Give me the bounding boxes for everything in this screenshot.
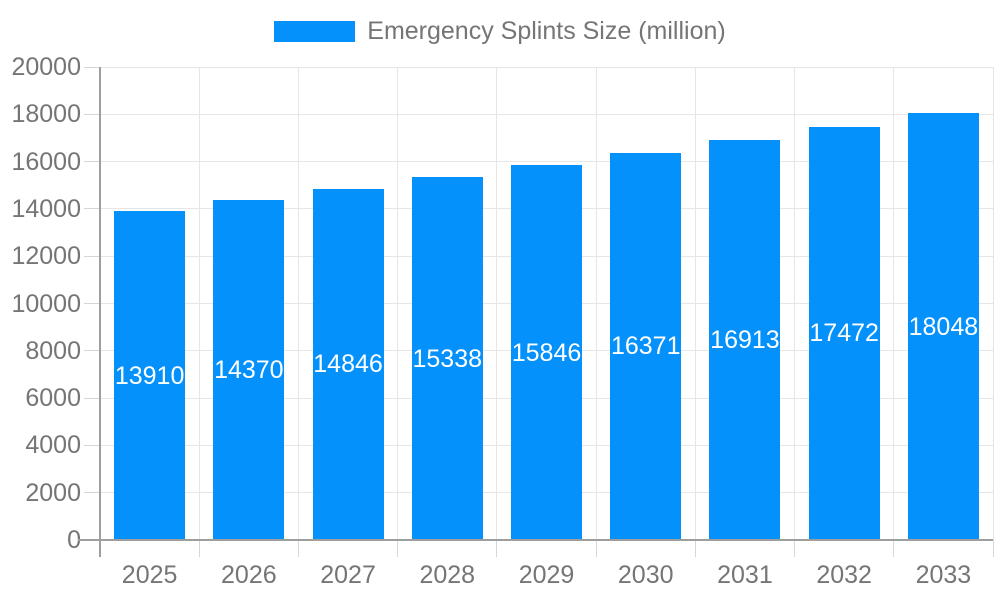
y-axis-tick: [84, 303, 100, 304]
bar[interactable]: [114, 211, 186, 540]
x-axis-tick-label: 2033: [915, 561, 972, 589]
x-grid-line: [992, 67, 994, 540]
bar-value-label: 15846: [511, 338, 582, 367]
y-axis-tick: [84, 444, 100, 446]
bar-value-label: 17472: [809, 319, 879, 348]
x-axis-tick: [496, 540, 498, 557]
bar[interactable]: [709, 140, 781, 540]
bar-value-label: 13910: [114, 361, 185, 390]
y-axis-tick: [84, 255, 100, 257]
x-axis-tick: [297, 540, 299, 557]
x-grid-line: [794, 67, 796, 540]
bar-value-label: 15338: [412, 344, 483, 373]
x-axis-tick-label: 2031: [717, 561, 773, 589]
x-axis-tick: [794, 540, 796, 557]
y-axis-tick: [84, 492, 100, 494]
y-axis-tick-label: 2000: [25, 478, 81, 507]
y-axis-tick-label: 18000: [11, 100, 81, 129]
x-axis-tick-label: 2025: [121, 561, 178, 589]
bar-value-label: 18048: [908, 312, 979, 341]
bar[interactable]: [610, 152, 682, 540]
x-axis-line: [78, 539, 993, 541]
x-axis-tick-label: 2029: [518, 561, 575, 589]
x-grid-line: [496, 67, 498, 540]
x-axis-tick: [397, 540, 399, 557]
y-axis-tick: [84, 113, 100, 115]
x-axis-tick-label: 2026: [221, 561, 277, 589]
x-grid-line: [893, 67, 895, 540]
bar[interactable]: [213, 200, 285, 540]
y-axis-tick: [84, 161, 100, 163]
x-axis-tick: [198, 540, 200, 557]
y-grid-line: [100, 66, 993, 68]
bar[interactable]: [808, 126, 880, 540]
bar-value-label: 16913: [710, 326, 780, 354]
bar-value-label: 14846: [313, 350, 383, 379]
y-axis-tick: [84, 66, 100, 68]
y-axis-tick-label: 12000: [11, 242, 81, 271]
y-axis-tick-label: 4000: [25, 431, 81, 460]
bar[interactable]: [907, 113, 979, 540]
y-axis-tick-label: 16000: [11, 147, 81, 176]
x-grid-line: [595, 67, 597, 540]
legend[interactable]: Emergency Splints Size (million): [0, 17, 1000, 46]
y-grid-line: [100, 161, 993, 163]
y-axis-tick-label: 8000: [25, 336, 81, 365]
bar-value-label: 16371: [610, 332, 681, 361]
y-axis-tick-label: 10000: [11, 289, 81, 318]
y-axis-tick: [84, 208, 100, 210]
x-grid-line: [397, 67, 399, 540]
x-axis-tick: [893, 540, 895, 557]
x-axis-tick-label: 2030: [617, 561, 674, 589]
y-axis-tick: [84, 397, 100, 399]
y-grid-line: [100, 113, 993, 115]
y-axis-tick-label: 6000: [25, 384, 81, 413]
bar[interactable]: [312, 188, 384, 540]
x-axis-tick-label: 2032: [816, 561, 872, 589]
legend-swatch: [274, 21, 356, 42]
bar-value-label: 14370: [214, 356, 284, 385]
y-axis-tick-label: 14000: [11, 194, 81, 223]
x-grid-line: [198, 67, 200, 540]
y-axis-tick: [84, 350, 100, 352]
bar[interactable]: [511, 165, 582, 540]
x-axis-tick: [595, 540, 597, 557]
x-axis-tick-label: 2028: [419, 561, 476, 589]
x-axis-tick: [992, 540, 994, 557]
y-axis-tick-label: 0: [67, 526, 81, 554]
x-axis-tick: [694, 540, 696, 557]
y-axis-tick-label: 20000: [11, 53, 81, 81]
legend-label: Emergency Splints Size (million): [367, 17, 726, 45]
x-grid-line: [694, 67, 696, 540]
x-grid-line: [297, 67, 299, 540]
bar[interactable]: [411, 177, 483, 540]
y-axis-line: [99, 67, 101, 557]
x-axis-tick-label: 2027: [320, 561, 376, 589]
